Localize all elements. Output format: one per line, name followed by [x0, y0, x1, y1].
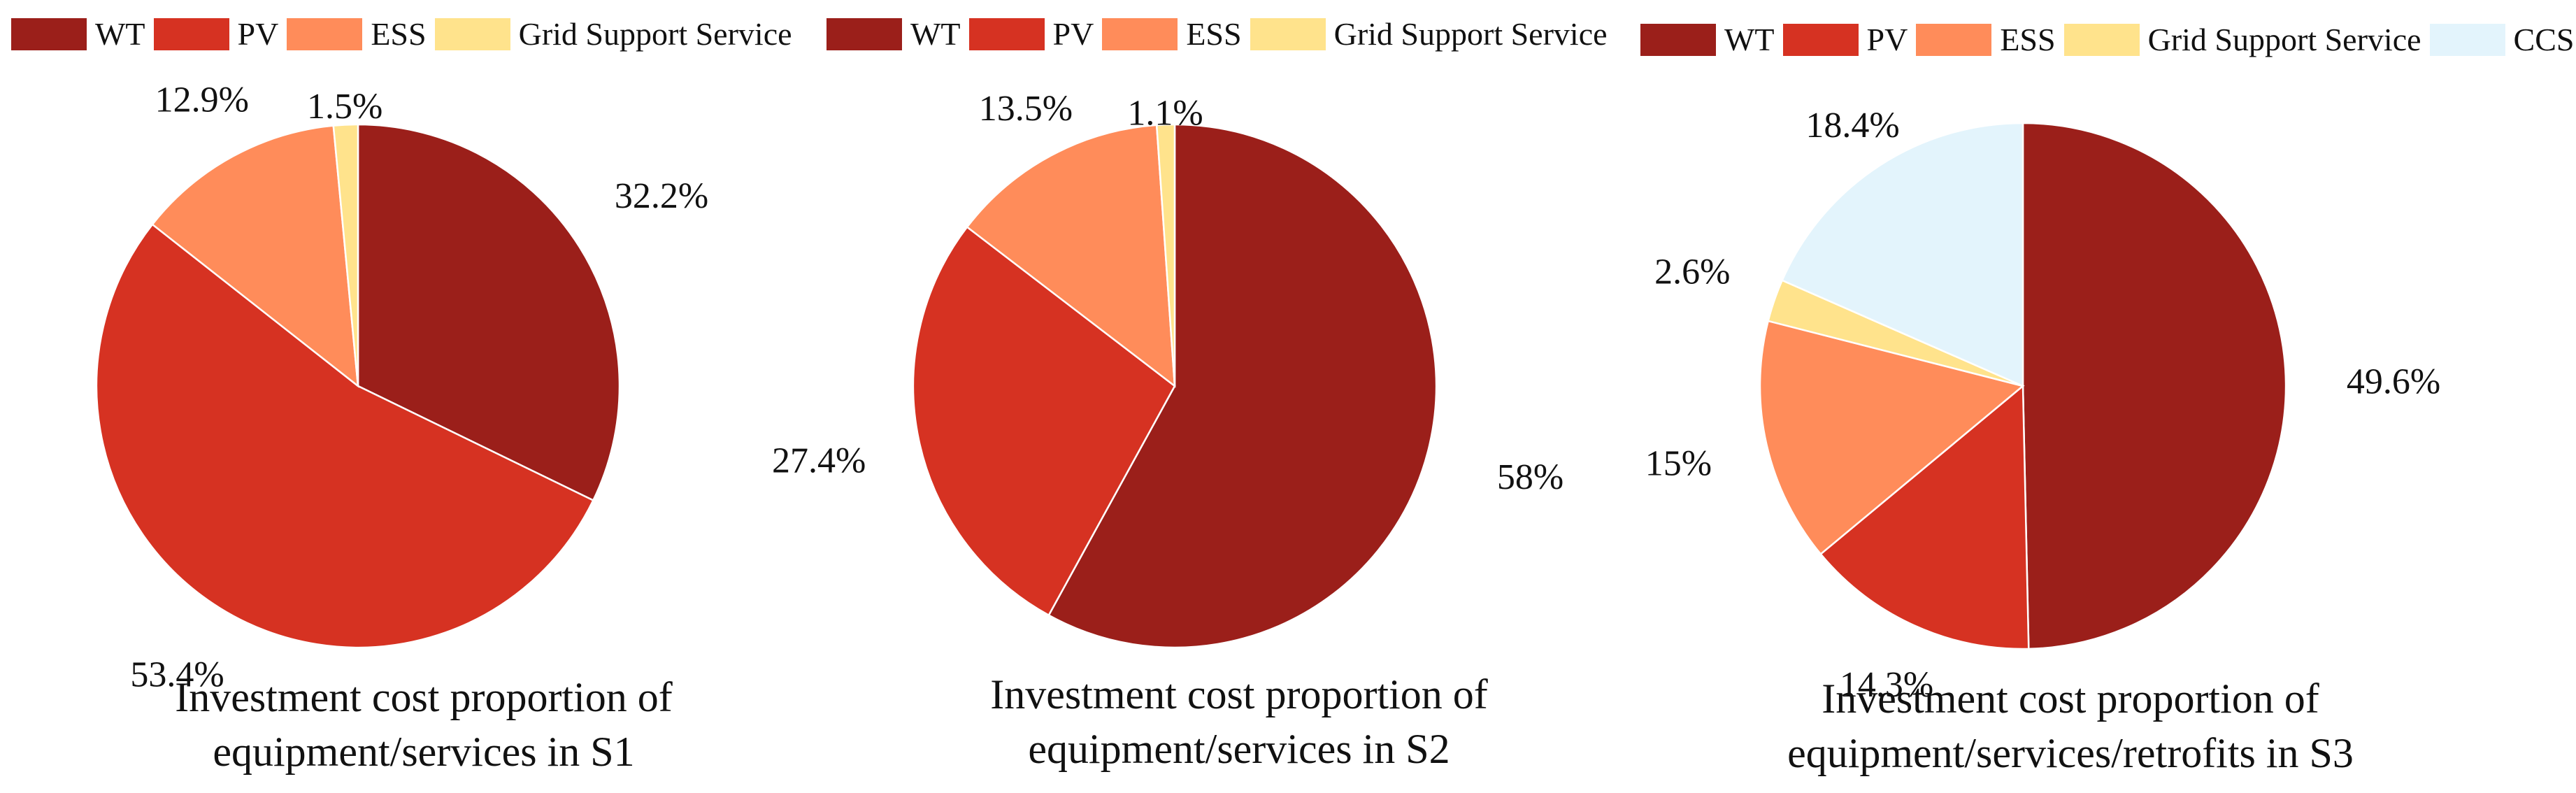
- data-label: 1.5%: [307, 87, 382, 127]
- legend-item: Grid Support Service: [2063, 21, 2421, 58]
- legend-label: WT: [95, 16, 145, 52]
- legend-label: WT: [910, 16, 961, 52]
- data-label: 15%: [1645, 444, 1712, 484]
- chart-title: Investment cost proportion of equipment/…: [11, 670, 836, 779]
- pie-slice-pv: [912, 225, 1176, 617]
- legend: WT PV ESS Grid Support Service: [11, 15, 801, 52]
- legend-label: Grid Support Service: [2147, 22, 2421, 57]
- legend-item: Grid Support Service: [434, 15, 792, 52]
- legend-item: WT: [11, 15, 145, 52]
- legend-swatch: [153, 17, 229, 50]
- pie-slice-wt: [357, 123, 621, 502]
- pie-slice-ccs: [1781, 122, 2024, 387]
- chart-panel-s3: WT PV ESS Grid Support Service CCS 49.6% 14.3…: [1640, 0, 2574, 793]
- legend-label: WT: [1724, 22, 1775, 57]
- data-label: 27.4%: [772, 441, 866, 481]
- data-label: 53.4%: [130, 655, 224, 694]
- pie-slice-pv: [1819, 384, 2030, 650]
- chart-title: Investment cost proportion of equipment/…: [1640, 671, 2500, 780]
- chart-panel-s2: WT PV ESS Grid Support Service 58% 27.4% 13.5…: [772, 0, 1652, 793]
- data-label: 13.5%: [979, 89, 1073, 129]
- legend: WT PV ESS Grid Support Service CCS: [1640, 21, 2576, 58]
- legend-swatch: [11, 17, 87, 50]
- chart-title-line-1: Investment cost proportion of: [990, 671, 1488, 717]
- legend-item: CCS: [2429, 21, 2575, 58]
- legend-swatch: [1916, 23, 1992, 56]
- legend-swatch: [287, 17, 363, 50]
- legend-swatch: [1782, 23, 1859, 56]
- data-label: 49.6%: [2347, 362, 2440, 402]
- chart-title-line-2: equipment/services in S1: [213, 729, 635, 775]
- legend-item: ESS: [287, 15, 427, 52]
- pie-slice-wt: [2022, 122, 2287, 650]
- chart-title-line-1: Investment cost proportion of: [1822, 676, 2319, 722]
- legend-item: Grid Support Service: [1250, 15, 1608, 52]
- legend-swatch: [2063, 23, 2140, 56]
- legend-label: ESS: [2000, 22, 2056, 57]
- legend-swatch: [1250, 17, 1326, 50]
- pie-slice-ess: [966, 124, 1176, 388]
- legend-swatch: [2429, 23, 2505, 56]
- legend-swatch: [434, 17, 510, 50]
- legend-item: WT: [827, 15, 961, 52]
- legend-label: PV: [237, 16, 279, 52]
- chart-title-line-2: equipment/services in S2: [1028, 726, 1450, 772]
- legend-item: PV: [153, 15, 279, 52]
- pie-slice-ess: [1759, 320, 2025, 556]
- data-label: 58%: [1497, 457, 1564, 497]
- data-label: 12.9%: [155, 80, 249, 120]
- legend-label: ESS: [1186, 16, 1242, 52]
- legend-item: ESS: [1102, 15, 1242, 52]
- legend-swatch: [1640, 23, 1716, 56]
- data-label: 32.2%: [615, 176, 708, 216]
- data-label: 1.1%: [1127, 94, 1203, 134]
- legend-label: PV: [1866, 22, 1908, 57]
- data-label: 2.6%: [1654, 252, 1730, 292]
- data-label: 14.3%: [1840, 665, 1933, 705]
- legend-label: ESS: [371, 16, 427, 52]
- chart-title-line-2: equipment/services/retrofits in S3: [1787, 730, 2354, 776]
- legend-swatch: [968, 17, 1045, 50]
- legend-swatch: [827, 17, 902, 50]
- pie-chart: 58% 27.4% 13.5% 1.1%: [772, 89, 1564, 649]
- legend-label: Grid Support Service: [518, 16, 792, 52]
- pie-slice-grid-support-service: [332, 123, 359, 387]
- legend-item: PV: [968, 15, 1094, 52]
- pie-slice-grid-support-service: [1155, 123, 1176, 387]
- pie-slice-pv: [95, 223, 595, 649]
- legend-label: Grid Support Service: [1333, 16, 1608, 52]
- chart-title: Investment cost proportion of equipment/…: [827, 667, 1652, 776]
- legend-item: PV: [1782, 21, 1908, 58]
- legend-swatch: [1102, 17, 1178, 50]
- legend-item: ESS: [1916, 21, 2056, 58]
- data-label: 18.4%: [1805, 106, 1899, 145]
- pie-slice-wt: [1047, 123, 1438, 649]
- pie-slice-ess: [151, 124, 359, 388]
- legend: WT PV ESS Grid Support Service: [827, 15, 1616, 52]
- chart-panel-s1: WT PV ESS Grid Support Service 32.2% 53.4% 12…: [11, 0, 836, 793]
- pie-chart: 32.2% 53.4% 12.9% 1.5%: [95, 80, 708, 694]
- pie-chart: 49.6% 14.3% 15% 2.6% 18.4%: [1645, 106, 2440, 705]
- legend-label: PV: [1052, 16, 1094, 52]
- chart-title-line-1: Investment cost proportion of: [175, 674, 673, 720]
- legend-item: WT: [1640, 21, 1775, 58]
- legend-label: CCS: [2513, 22, 2575, 57]
